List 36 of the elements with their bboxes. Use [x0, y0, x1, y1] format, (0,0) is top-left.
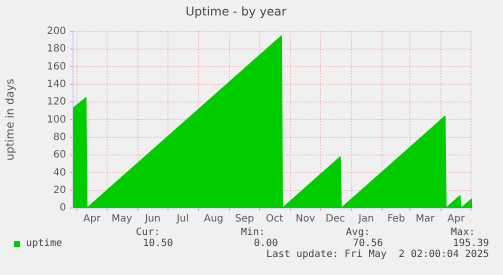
x-tick-label: Nov: [296, 214, 316, 225]
x-tick-label: Jan: [358, 214, 374, 225]
y-tick-label: 40: [53, 167, 66, 178]
x-tick-label: Sep: [235, 214, 254, 225]
chart-title: Uptime - by year: [186, 4, 286, 18]
text: 195.39: [452, 238, 489, 249]
text: 0.00: [254, 238, 278, 249]
y-tick-label: 20: [53, 184, 66, 196]
text: 10.50: [142, 238, 173, 249]
x-tick-label: Dec: [326, 214, 346, 225]
y-tick-label: 200: [46, 26, 66, 37]
text: Cur:: [136, 227, 160, 238]
y-tick-label: 80: [53, 132, 66, 143]
x-tick-label: Mar: [416, 214, 436, 225]
x-tick-label: Jul: [176, 214, 189, 225]
x-tick-label: Apr: [83, 214, 102, 225]
y-tick-label: 120: [46, 96, 66, 108]
y-tick-label: 60: [53, 150, 66, 161]
legend-label: uptime: [26, 238, 62, 249]
y-tick-label: 160: [46, 61, 66, 72]
x-tick-label: Aug: [204, 214, 224, 225]
y-axis-title: uptime in days: [3, 78, 16, 161]
y-tick-label: 180: [46, 44, 66, 55]
y-tick-label: 140: [46, 78, 66, 90]
x-tick-label: Oct: [266, 214, 284, 225]
y-tick-label: 0: [60, 202, 66, 214]
x-tick-label: Feb: [387, 214, 406, 225]
text: Min:: [240, 227, 265, 238]
x-tick-label: Apr: [447, 214, 466, 225]
text: Max:: [450, 227, 475, 238]
x-tick-label: May: [112, 214, 132, 225]
text: Last update: Fri May 2 02:00:04 2025: [266, 249, 489, 260]
text: Avg:: [346, 227, 370, 238]
x-tick-label: Jun: [144, 214, 161, 225]
text: 70.56: [352, 238, 383, 249]
y-tick-label: 100: [46, 114, 66, 126]
